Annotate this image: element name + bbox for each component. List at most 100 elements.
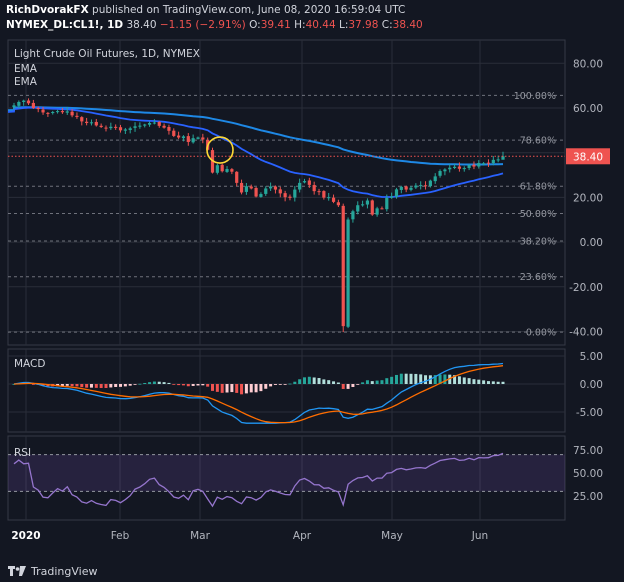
macd-histogram-bar bbox=[196, 384, 200, 386]
macd-histogram-bar bbox=[288, 383, 292, 385]
fib-level-label: 100.00% bbox=[514, 91, 556, 102]
macd-histogram-bar bbox=[215, 384, 219, 392]
candle-body bbox=[288, 196, 292, 198]
macd-histogram-bar bbox=[399, 373, 403, 384]
price-tick-label: -20.00 bbox=[569, 282, 603, 294]
macd-histogram-bar bbox=[85, 384, 89, 388]
highlight-circle bbox=[206, 136, 234, 164]
candle-body bbox=[109, 126, 113, 129]
footer-brand[interactable]: TradingView bbox=[31, 565, 98, 578]
candle-body bbox=[143, 124, 147, 126]
last-price: 38.40 bbox=[126, 19, 157, 31]
macd-histogram-bar bbox=[477, 379, 481, 384]
macd-histogram-bar bbox=[70, 384, 74, 387]
candle-body bbox=[181, 136, 186, 139]
candle-body bbox=[385, 197, 389, 210]
candle-body bbox=[22, 100, 26, 102]
open-label: O: bbox=[249, 19, 261, 31]
candle-body bbox=[283, 193, 287, 198]
macd-histogram-bar bbox=[467, 378, 471, 384]
macd-histogram-bar bbox=[390, 376, 394, 384]
candle-body bbox=[452, 166, 457, 168]
macd-histogram-bar bbox=[409, 373, 413, 384]
macd-histogram-bar bbox=[177, 384, 181, 386]
candle-body bbox=[375, 208, 379, 215]
candle-body bbox=[75, 115, 79, 117]
candle-body bbox=[114, 126, 118, 128]
macd-histogram-bar bbox=[336, 382, 340, 384]
candle-body bbox=[394, 189, 399, 197]
published-text: published on TradingView.com, June 08, 2… bbox=[92, 4, 406, 16]
ema-indicator-label: EMA bbox=[14, 63, 38, 75]
macd-histogram-bar bbox=[31, 384, 35, 385]
ema-layer bbox=[7, 106, 504, 198]
macd-histogram-bar bbox=[457, 376, 461, 384]
rsi-tick-label: 50.00 bbox=[573, 468, 603, 480]
macd-histogram-bar bbox=[380, 380, 384, 384]
x-tick-label: Mar bbox=[190, 530, 210, 542]
macd-histogram-bar bbox=[240, 384, 244, 395]
price-tick-label: 80.00 bbox=[573, 58, 603, 70]
macd-signal-line bbox=[13, 365, 504, 424]
fib-level-label: 78.60% bbox=[520, 136, 556, 147]
macd-histogram-bar bbox=[327, 380, 331, 384]
candle-body bbox=[438, 171, 442, 176]
close-value: 38.40 bbox=[392, 19, 423, 31]
macd-histogram-bar bbox=[278, 384, 282, 385]
candle-body bbox=[80, 117, 84, 122]
price-change: −1.15 (−2.91%) bbox=[159, 19, 246, 31]
macd-histogram-bar bbox=[298, 379, 302, 384]
candle-body bbox=[230, 169, 234, 172]
macd-histogram-bar bbox=[264, 384, 268, 389]
macd-histogram-bar bbox=[312, 377, 316, 384]
macd-histogram-bar bbox=[230, 384, 234, 393]
macd-histogram-bar bbox=[104, 384, 108, 389]
candle-body bbox=[133, 126, 137, 128]
candle-body bbox=[491, 159, 495, 164]
fib-level-label: 38.20% bbox=[520, 236, 556, 247]
candle-body bbox=[443, 169, 447, 172]
macd-histogram-bar bbox=[220, 384, 224, 393]
candle-body bbox=[501, 156, 505, 160]
pane-border bbox=[7, 435, 566, 521]
close-label: C: bbox=[381, 19, 393, 31]
candle-body bbox=[147, 122, 152, 125]
candle-body bbox=[423, 185, 428, 187]
symbol-name[interactable]: NYMEX_DL:CL1!, 1D bbox=[6, 19, 124, 31]
macd-histogram-bar bbox=[181, 384, 185, 386]
macd-histogram-bar bbox=[89, 384, 93, 388]
macd-histogram-bar bbox=[65, 384, 69, 386]
macd-tick-label: 5.00 bbox=[580, 351, 603, 363]
candle-body bbox=[380, 208, 384, 210]
macd-histogram-bar bbox=[302, 377, 306, 384]
macd-histogram-bar bbox=[486, 381, 490, 384]
macd-histogram-bar bbox=[361, 382, 365, 384]
author-name[interactable]: RichDvorakFX bbox=[6, 4, 89, 16]
candle-body bbox=[414, 185, 418, 188]
candle-body bbox=[433, 176, 437, 182]
rsi-layer bbox=[8, 452, 565, 508]
candle-body bbox=[273, 186, 278, 190]
candle-body bbox=[239, 182, 244, 193]
macd-tick-label: -5.00 bbox=[576, 407, 603, 419]
macd-histogram-bar bbox=[462, 377, 466, 384]
price-pane-title: Light Crude Oil Futures, 1D, NYMEX bbox=[14, 48, 200, 60]
candle-body bbox=[123, 129, 127, 131]
candle-body bbox=[409, 187, 413, 190]
candle-body bbox=[31, 102, 35, 108]
candle-body bbox=[419, 185, 423, 187]
fib-level-label: 50.00% bbox=[520, 209, 556, 220]
candle-body bbox=[428, 180, 432, 187]
x-tick-label: Jun bbox=[471, 530, 488, 542]
candle-body bbox=[138, 125, 142, 127]
macd-histogram-bar bbox=[273, 384, 277, 385]
macd-histogram-bar bbox=[346, 384, 350, 389]
candle-body bbox=[259, 194, 263, 197]
candle-body bbox=[356, 205, 360, 212]
price-tick-label: 60.00 bbox=[573, 103, 603, 115]
last-price-tag-text: 38.40 bbox=[573, 151, 603, 163]
candle-body bbox=[302, 181, 307, 183]
macd-histogram-bar bbox=[404, 373, 408, 384]
